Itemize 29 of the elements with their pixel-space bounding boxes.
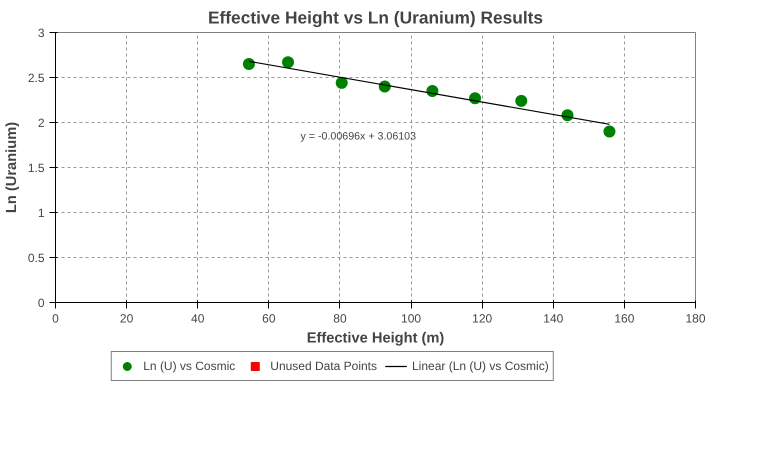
y-tick-label: 1.5 xyxy=(28,161,45,175)
point xyxy=(282,56,294,68)
chart-title: Effective Height vs Ln (Uranium) Results xyxy=(208,8,544,28)
x-tick-label: 40 xyxy=(191,312,205,326)
point xyxy=(336,76,348,89)
x-axis-title: Effective Height (m) xyxy=(306,330,444,346)
legend-label: Linear (Ln (U) vs Cosmic) xyxy=(412,359,549,373)
x-tick-label: 160 xyxy=(614,312,635,326)
x-tick-label: 80 xyxy=(333,312,347,326)
point xyxy=(515,94,528,107)
point xyxy=(242,58,255,70)
y-tick-label: 2.5 xyxy=(28,71,45,85)
x-tick-label: 20 xyxy=(120,312,134,326)
legend-label: Ln (U) vs Cosmic xyxy=(143,359,236,373)
y-axis-title: Ln (Uranium) xyxy=(4,122,20,214)
x-tick-label: 0 xyxy=(52,312,60,326)
annotation: y = -0.00696x + 3.06103 xyxy=(300,130,416,142)
x-tick-label: 180 xyxy=(685,312,706,326)
y-tick-label: 0.5 xyxy=(28,251,45,265)
y-tick-label: 1 xyxy=(38,206,45,220)
x-tick-label: 100 xyxy=(401,312,422,326)
legend-label: Unused Data Points xyxy=(270,359,378,373)
x-tick-label: 120 xyxy=(472,312,493,326)
y-tick-label: 2 xyxy=(38,116,45,130)
x-tick-label: 140 xyxy=(543,312,564,326)
x-tick-label: 60 xyxy=(262,312,276,326)
y-tick-label: 3 xyxy=(38,26,45,40)
point xyxy=(603,126,616,138)
y-tick-label: 0 xyxy=(38,296,45,310)
